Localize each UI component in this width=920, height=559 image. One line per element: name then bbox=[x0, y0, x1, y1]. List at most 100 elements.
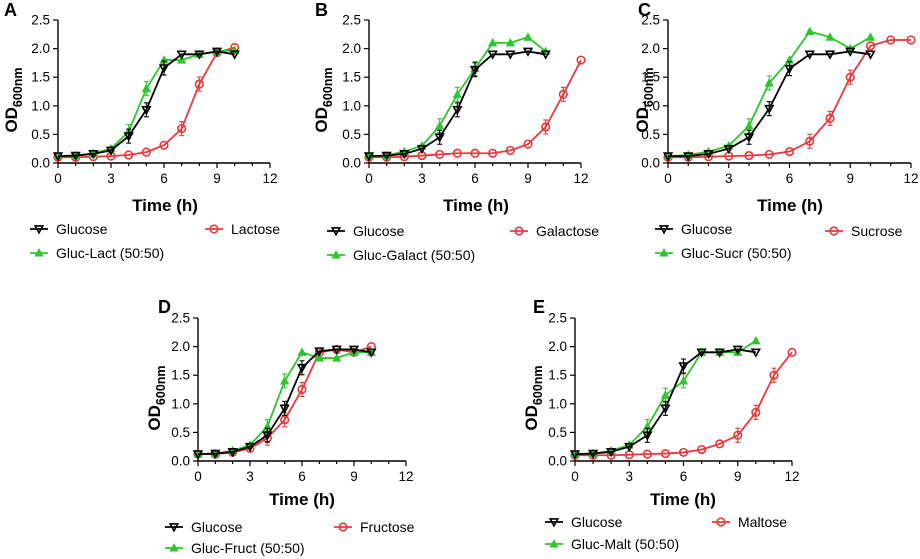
y-axis-title-main: OD bbox=[522, 405, 541, 431]
data-point bbox=[715, 439, 725, 449]
y-tick-label: 2.0 bbox=[342, 41, 361, 56]
y-tick-label: 0.5 bbox=[171, 425, 190, 440]
data-point bbox=[865, 50, 876, 60]
data-point bbox=[194, 50, 205, 60]
data-point bbox=[381, 151, 392, 162]
data-point bbox=[558, 89, 568, 99]
legend: Glucose Sucrose Gluc-Sucr (50:50) bbox=[655, 221, 903, 261]
x-axis-title: Time (h) bbox=[269, 490, 335, 509]
data-point bbox=[505, 38, 515, 47]
legend-item-mix: Gluc-Lact (50:50) bbox=[30, 245, 164, 261]
data-point bbox=[176, 50, 187, 60]
y-tick-label: 1.5 bbox=[641, 70, 660, 85]
y-axis-title-subscript: 600nm bbox=[642, 67, 656, 107]
data-point bbox=[177, 124, 187, 134]
y-tick-label: 1.0 bbox=[171, 396, 190, 411]
data-point bbox=[541, 122, 551, 132]
data-point bbox=[678, 447, 689, 458]
legend-marker bbox=[33, 225, 45, 235]
data-point bbox=[435, 120, 445, 130]
legend: Glucose Galactose Gluc-Galact (50:50) bbox=[327, 223, 599, 263]
data-point bbox=[764, 104, 775, 115]
y-tick-label: 2.0 bbox=[641, 41, 660, 56]
legend-marker bbox=[659, 248, 669, 257]
y-axis-title-main: OD bbox=[312, 107, 331, 133]
x-axis-title: Time (h) bbox=[757, 196, 823, 215]
data-point bbox=[660, 390, 671, 399]
x-tick-label: 3 bbox=[107, 171, 115, 186]
data-point bbox=[229, 50, 240, 60]
legend-item-glucose: Glucose bbox=[545, 514, 623, 530]
panel-c: C 0 3 6 9 12 0.0 0.5 1.0 1.5 2.0 2.5 Time (h) OD600nm… bbox=[633, 0, 919, 261]
data-point bbox=[452, 89, 462, 98]
legend-item-glucose: Glucose bbox=[327, 223, 405, 239]
series-glucose bbox=[662, 47, 876, 162]
y-tick-label: 2.5 bbox=[171, 311, 190, 326]
data-point bbox=[194, 79, 204, 89]
y-tick-label: 2.0 bbox=[31, 41, 50, 56]
y-axis-title-subscript: 600nm bbox=[154, 365, 168, 405]
data-point bbox=[523, 139, 533, 149]
data-point bbox=[262, 431, 273, 441]
panel-d: D 0 3 6 9 12 0.0 0.5 1.0 1.5 2.0 2.5 Time (h) OD600nm… bbox=[145, 297, 415, 556]
data-point bbox=[824, 50, 836, 60]
data-point bbox=[764, 78, 774, 87]
legend-marker bbox=[330, 227, 342, 237]
y-tick-label: 0.0 bbox=[548, 454, 567, 469]
data-point bbox=[280, 415, 290, 425]
x-tick-label: 3 bbox=[246, 469, 254, 484]
panel-letter: B bbox=[315, 0, 328, 20]
data-point bbox=[703, 150, 714, 160]
y-axis-title: OD600nm bbox=[633, 67, 656, 132]
data-point bbox=[540, 50, 551, 60]
legend-item-sugar: Maltose bbox=[712, 514, 787, 530]
legend-item-sugar: Lactose bbox=[205, 221, 280, 237]
y-tick-label: 1.5 bbox=[171, 368, 190, 383]
legend-marker bbox=[514, 226, 524, 236]
x-tick-label: 9 bbox=[846, 171, 854, 186]
y-tick-label: 2.5 bbox=[641, 13, 660, 28]
data-point bbox=[678, 376, 689, 385]
x-tick-label: 3 bbox=[725, 171, 733, 186]
data-point bbox=[660, 404, 671, 414]
x-tick-label: 0 bbox=[664, 171, 672, 186]
series-glucose bbox=[192, 345, 377, 460]
y-tick-label: 2.5 bbox=[31, 13, 50, 28]
data-point bbox=[399, 150, 410, 160]
data-point bbox=[280, 376, 290, 385]
x-tick-label: 0 bbox=[194, 469, 202, 484]
legend: Glucose Lactose Gluc-Lact (50:50) bbox=[30, 221, 280, 261]
y-axis-title: OD600nm bbox=[145, 365, 168, 430]
x-tick-label: 0 bbox=[571, 469, 579, 484]
data-point bbox=[416, 144, 428, 155]
legend-item-sugar: Fructose bbox=[334, 519, 415, 535]
y-tick-label: 1.0 bbox=[31, 98, 50, 113]
y-tick-label: 2.5 bbox=[342, 13, 361, 28]
x-axis-title: Time (h) bbox=[443, 196, 509, 215]
panel-e: E 0 3 6 9 12 0.0 0.5 1.0 1.5 2.0 2.5 Time (h) OD600nm… bbox=[522, 297, 800, 552]
legend: Glucose Maltose Gluc-Malt (50:50) bbox=[545, 514, 787, 552]
legend-item-glucose: Glucose bbox=[30, 221, 108, 237]
y-axis-title: OD600nm bbox=[522, 365, 545, 430]
data-point bbox=[487, 50, 498, 60]
x-tick-label: 6 bbox=[786, 171, 794, 186]
data-point bbox=[141, 83, 151, 93]
x-tick-label: 9 bbox=[734, 469, 742, 484]
data-point bbox=[723, 144, 734, 155]
data-point bbox=[804, 50, 815, 60]
data-point bbox=[505, 145, 515, 156]
legend-marker bbox=[331, 250, 341, 259]
y-tick-label: 0.5 bbox=[641, 127, 660, 142]
y-tick-label: 0.0 bbox=[342, 156, 361, 171]
y-tick-label: 1.0 bbox=[342, 98, 361, 113]
data-point bbox=[683, 152, 694, 162]
data-point bbox=[105, 146, 117, 156]
x-tick-label: 9 bbox=[350, 469, 358, 484]
series-glucose bbox=[569, 345, 761, 460]
panel-letter: C bbox=[638, 0, 651, 20]
legend-label: Maltose bbox=[738, 514, 787, 530]
series-glucose bbox=[52, 47, 240, 162]
data-point bbox=[469, 65, 481, 76]
legend-label: Galactose bbox=[536, 223, 599, 239]
